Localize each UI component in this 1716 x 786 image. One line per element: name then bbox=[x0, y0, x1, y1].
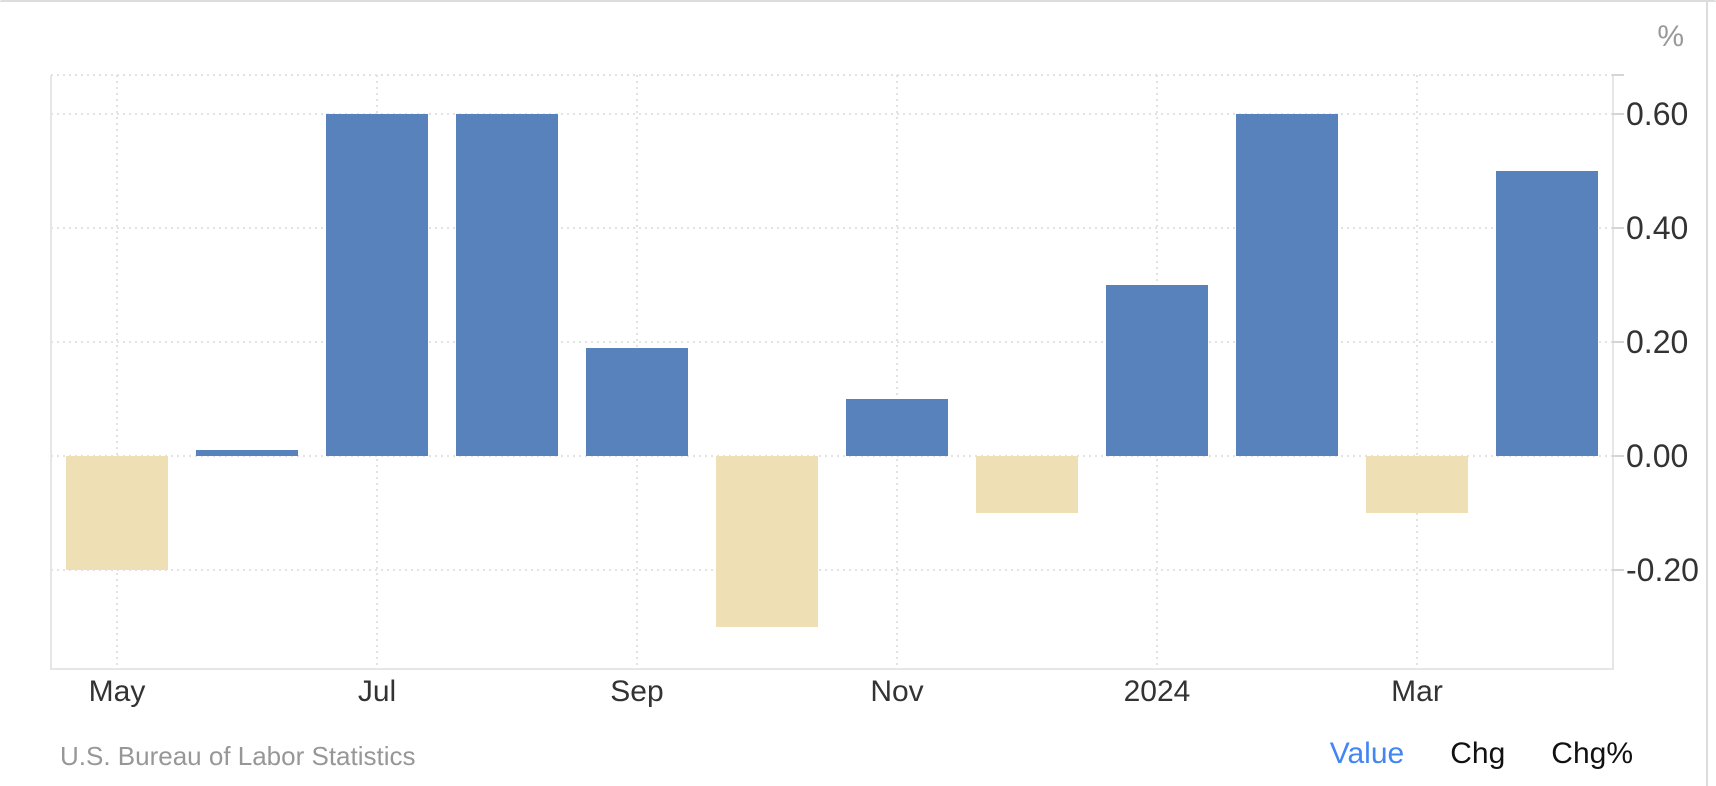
x-axis-label: Nov bbox=[870, 675, 924, 708]
card-right-border bbox=[1706, 2, 1708, 786]
y-axis-label: 0.20 bbox=[1626, 324, 1689, 360]
y-axis-label: -0.20 bbox=[1626, 552, 1699, 588]
x-axis-label: Sep bbox=[610, 675, 664, 708]
y-axis-tick bbox=[1612, 113, 1624, 115]
horizontal-gridline bbox=[51, 113, 1612, 115]
y-axis-label: 0.60 bbox=[1626, 96, 1689, 132]
x-axis-label: Mar bbox=[1391, 675, 1443, 708]
card-top-border bbox=[0, 0, 1716, 2]
y-axis-tick bbox=[1612, 227, 1624, 229]
x-axis-label: Jul bbox=[357, 675, 397, 708]
y-axis-tick bbox=[1612, 74, 1624, 76]
x-axis-line bbox=[50, 668, 1614, 670]
horizontal-gridline bbox=[51, 569, 1612, 571]
horizontal-gridline bbox=[51, 341, 1612, 343]
bar-oct[interactable] bbox=[716, 456, 818, 627]
bar-nov[interactable] bbox=[846, 399, 948, 456]
y-axis-label: 0.00 bbox=[1626, 438, 1689, 474]
bar-dec[interactable] bbox=[976, 456, 1078, 513]
bar-aug[interactable] bbox=[456, 114, 558, 456]
value-link[interactable]: Value bbox=[1329, 737, 1405, 770]
y-axis-tick bbox=[1612, 455, 1624, 457]
chg-percent-link[interactable]: Chg% bbox=[1551, 737, 1633, 770]
horizontal-gridline bbox=[51, 74, 1612, 76]
bar-may[interactable] bbox=[66, 456, 168, 570]
bar-apr[interactable] bbox=[1496, 171, 1598, 456]
y-axis-label: 0.40 bbox=[1626, 210, 1689, 246]
y-axis-tick bbox=[1612, 341, 1624, 343]
source-attribution: U.S. Bureau of Labor Statistics bbox=[60, 741, 416, 771]
vertical-gridline bbox=[1416, 75, 1418, 668]
horizontal-gridline bbox=[51, 455, 1612, 457]
vertical-gridline bbox=[116, 75, 118, 668]
x-axis-label: May bbox=[88, 675, 146, 708]
plot-left-border bbox=[50, 75, 52, 668]
x-axis-label: 2024 bbox=[1123, 675, 1191, 708]
y-axis-unit-label: % bbox=[1657, 20, 1684, 53]
y-axis-line bbox=[1612, 75, 1614, 670]
bar-jun[interactable] bbox=[196, 450, 298, 456]
series-view-toggle: Value Chg Chg% bbox=[1330, 737, 1633, 771]
bar-mar[interactable] bbox=[1366, 456, 1468, 513]
horizontal-gridline bbox=[51, 227, 1612, 229]
bar-jan[interactable] bbox=[1106, 285, 1208, 456]
chg-link[interactable]: Chg bbox=[1450, 737, 1506, 770]
y-axis-tick bbox=[1612, 569, 1624, 571]
vertical-gridline bbox=[896, 75, 898, 668]
bar-jul[interactable] bbox=[326, 114, 428, 456]
bar-sep[interactable] bbox=[586, 347, 688, 456]
bar-feb[interactable] bbox=[1236, 114, 1338, 456]
